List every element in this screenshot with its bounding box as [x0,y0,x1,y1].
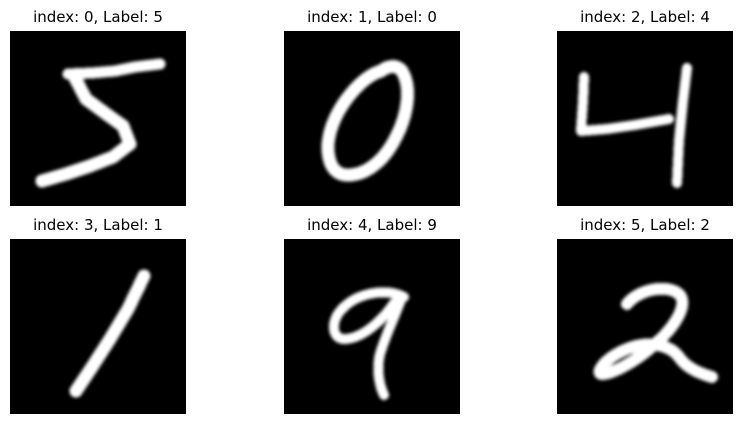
digit-panel-5: index: 5, Label: 2 [557,214,733,414]
panel-title-1: index: 1, Label: 0 [307,8,437,26]
digit-nine-image [284,239,460,414]
panel-title-2: index: 2, Label: 4 [580,8,710,26]
digit-panel-1: index: 1, Label: 0 [284,6,460,206]
panel-title-3: index: 3, Label: 1 [33,216,163,234]
panel-title-4: index: 4, Label: 9 [307,216,437,234]
digit-zero-image [284,31,460,206]
digit-panel-4: index: 4, Label: 9 [284,214,460,414]
panel-title-5: index: 5, Label: 2 [580,216,710,234]
digit-panel-3: index: 3, Label: 1 [10,214,186,414]
digit-two-image [557,239,733,414]
digit-panel-0: index: 0, Label: 5 [10,6,186,206]
panel-title-0: index: 0, Label: 5 [33,8,163,26]
digit-four-image [557,31,733,206]
digit-five-image [10,31,186,206]
digit-one-image [10,239,186,414]
digit-panel-2: index: 2, Label: 4 [557,6,733,206]
